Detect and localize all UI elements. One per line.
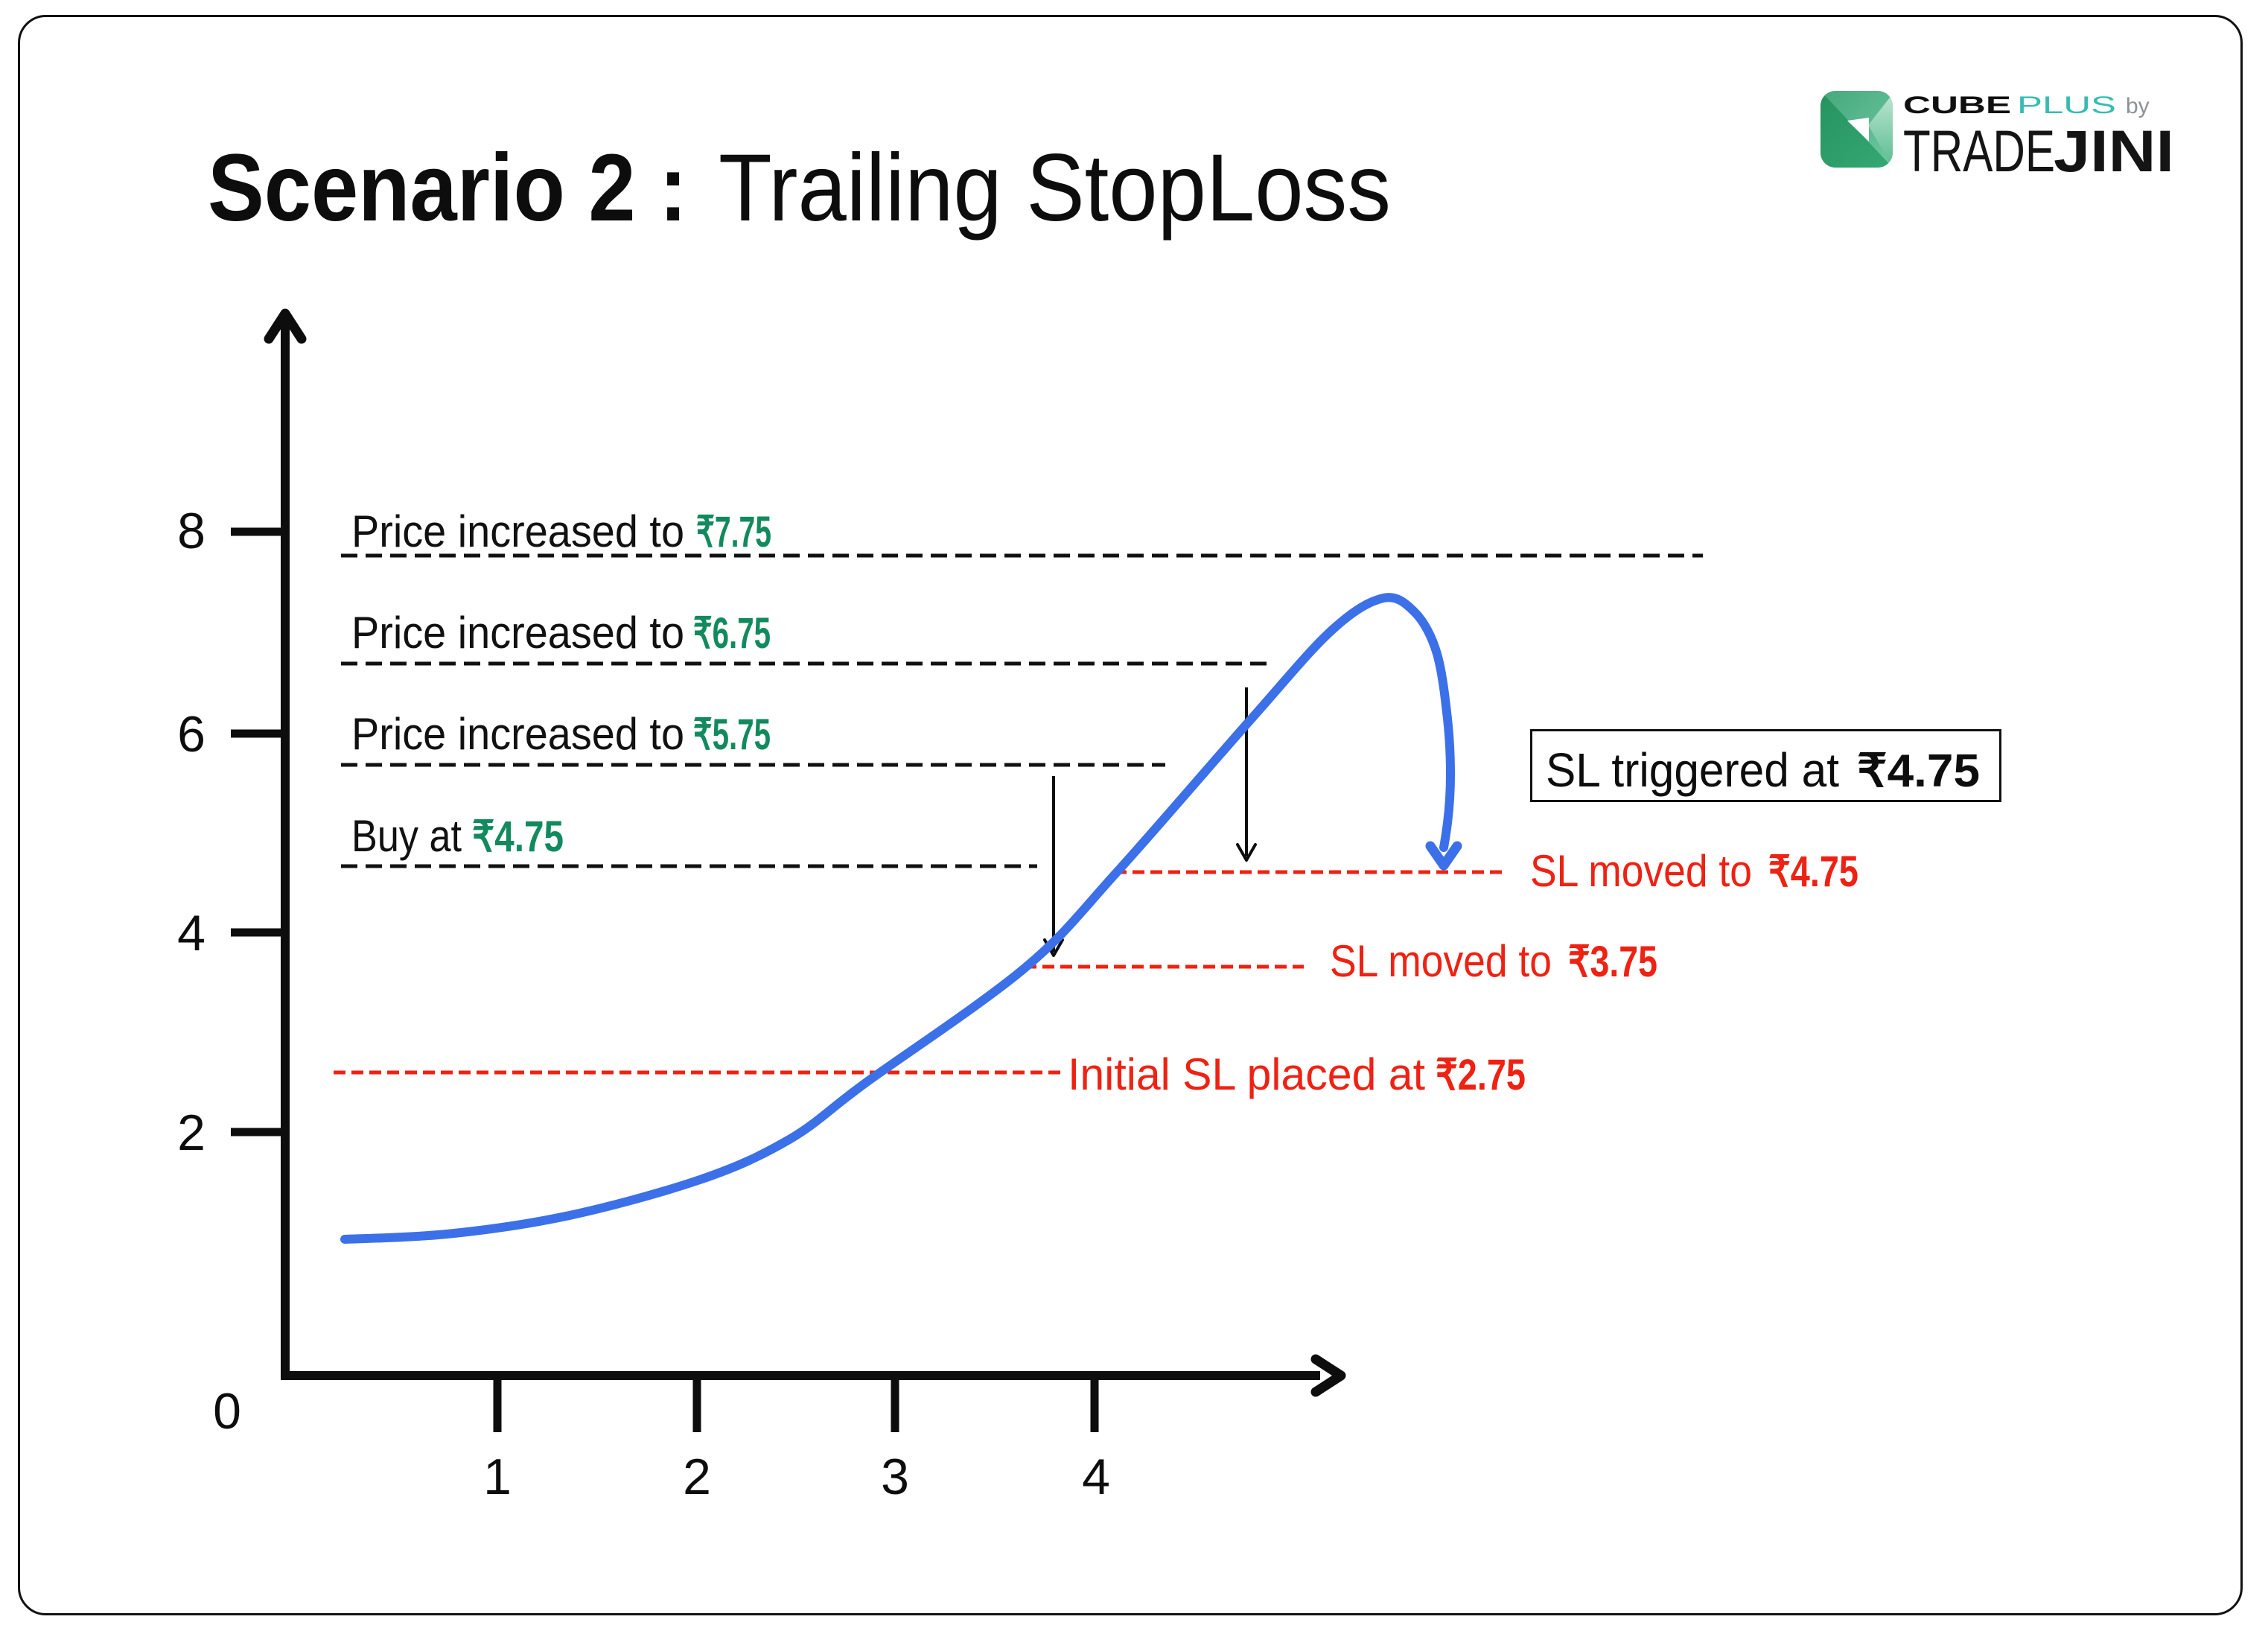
svg-text:JINI: JINI	[2054, 118, 2174, 184]
svg-text:CUBE: CUBE	[1903, 92, 2011, 118]
svg-text:₹5.75: ₹5.75	[693, 710, 771, 759]
svg-text:Scenario 2 :: Scenario 2 :	[208, 135, 687, 241]
svg-text:1: 1	[483, 1449, 512, 1505]
svg-text:₹7.75: ₹7.75	[696, 508, 771, 556]
svg-text:Initial SL placed at: Initial SL placed at	[1068, 1049, 1425, 1099]
svg-text:TRADE: TRADE	[1903, 118, 2055, 184]
svg-text:₹3.75: ₹3.75	[1568, 938, 1657, 986]
svg-text:Buy at: Buy at	[351, 811, 462, 861]
svg-text:PLUS: PLUS	[2017, 92, 2116, 118]
svg-text:SL moved to: SL moved to	[1330, 936, 1552, 986]
svg-text:2: 2	[683, 1449, 711, 1505]
svg-text:by: by	[2126, 94, 2150, 118]
svg-text:Trailing StopLoss: Trailing StopLoss	[719, 135, 1391, 241]
svg-text:3: 3	[881, 1449, 909, 1505]
svg-text:4: 4	[1082, 1449, 1110, 1505]
svg-text:Price increased to: Price increased to	[351, 608, 684, 658]
svg-text:₹4.75: ₹4.75	[1768, 848, 1858, 896]
svg-text:2: 2	[177, 1104, 206, 1161]
svg-text:0: 0	[213, 1383, 241, 1440]
svg-text:4: 4	[177, 905, 206, 961]
svg-text:8: 8	[177, 503, 206, 559]
svg-text:Price increased to: Price increased to	[351, 506, 684, 556]
svg-text:SL triggered at: SL triggered at	[1546, 743, 1839, 797]
svg-text:Price increased to: Price increased to	[351, 709, 684, 759]
svg-text:₹4.75: ₹4.75	[472, 813, 564, 861]
svg-text:SL moved to: SL moved to	[1530, 846, 1752, 896]
svg-text:₹4.75: ₹4.75	[1857, 746, 1980, 797]
svg-text:₹2.75: ₹2.75	[1436, 1051, 1526, 1099]
svg-text:6: 6	[177, 706, 206, 763]
svg-text:₹6.75: ₹6.75	[693, 609, 771, 658]
